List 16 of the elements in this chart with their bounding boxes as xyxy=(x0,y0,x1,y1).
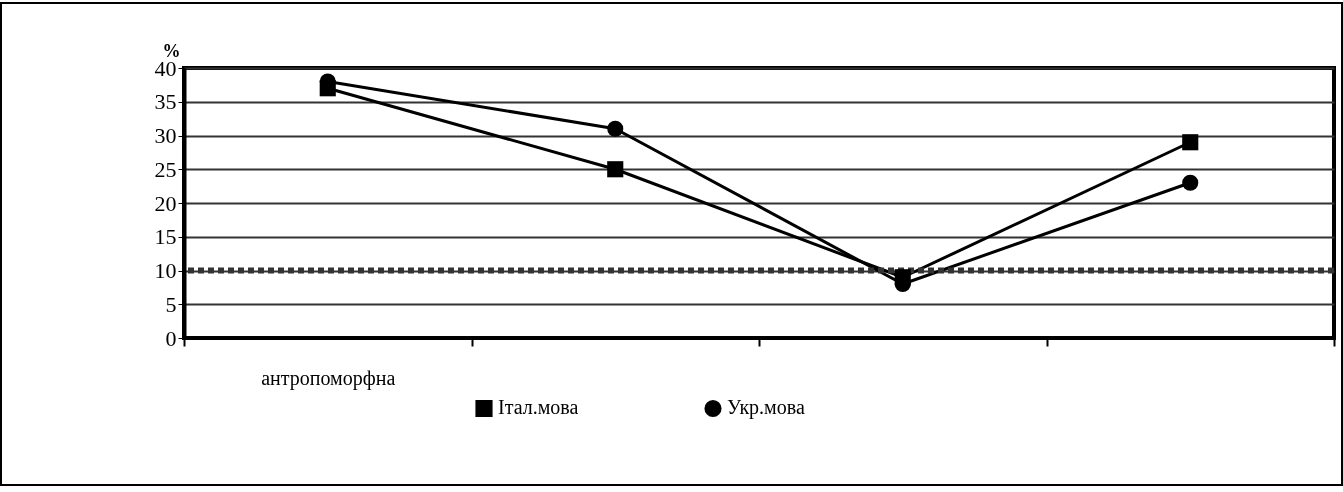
point xyxy=(1182,174,1199,191)
legend-label: Укр.мова xyxy=(727,396,805,420)
y-tick-label: 25 xyxy=(154,156,177,182)
y-tick-label: 0 xyxy=(165,325,177,351)
y-tick-label: 10 xyxy=(154,258,177,283)
y-tick-label: 5 xyxy=(165,291,177,317)
y-tick-label: 20 xyxy=(154,190,177,216)
point xyxy=(607,120,624,137)
y-tick-label: 35 xyxy=(154,89,177,115)
point xyxy=(607,161,624,178)
y-tick-label: 15 xyxy=(154,224,177,250)
legend-label: Італ.мова xyxy=(498,396,579,419)
y-axis-title: % xyxy=(162,40,181,61)
x-tick-label: антропоморфна xyxy=(261,366,396,390)
y-tick-label: 30 xyxy=(154,123,177,148)
point xyxy=(1182,134,1199,151)
